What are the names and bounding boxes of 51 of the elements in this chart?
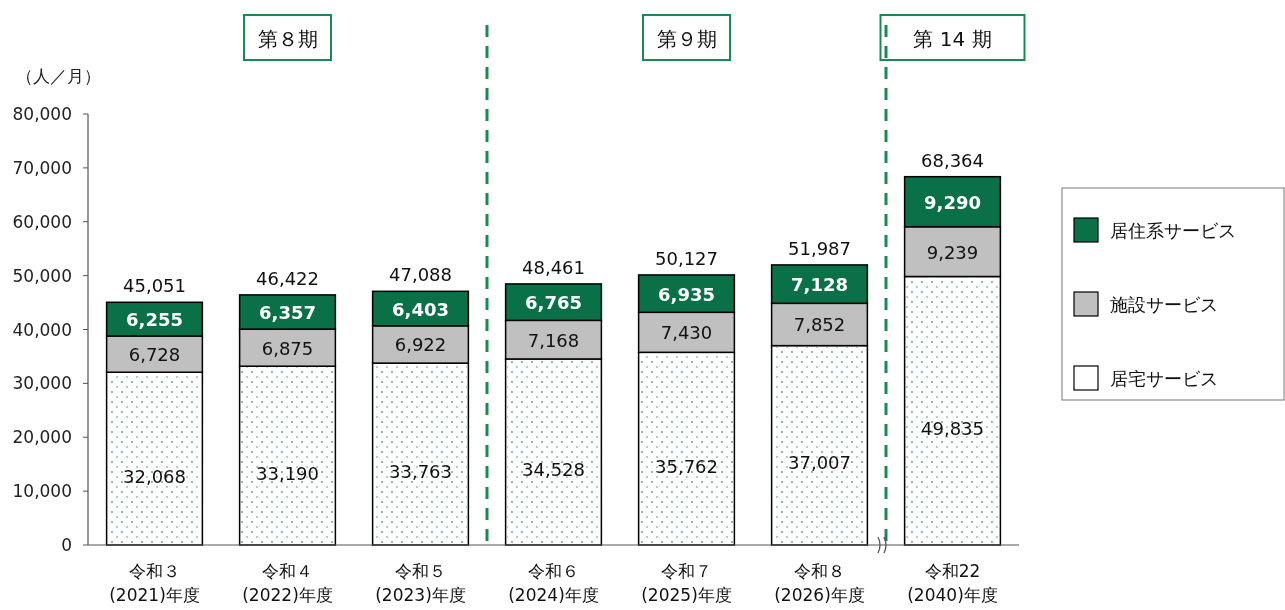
legend-label: 施設サービス (1110, 294, 1218, 315)
data-label: 7,128 (791, 274, 848, 296)
x-tick-label: 令和６ (2024)年度 (508, 561, 599, 605)
text: 第８期 (257, 27, 318, 51)
y-axis-title: （人／月） (15, 66, 101, 86)
data-label: 6,765 (525, 292, 582, 314)
data-label: 6,728 (128, 344, 181, 366)
legend-label: 居住系サービス (1110, 220, 1236, 241)
y-tick-label: 20,000 (12, 427, 72, 448)
text: 第９期 (656, 27, 717, 51)
x-tick-label: 令和22 (2040)年度 (907, 561, 998, 605)
total-label: 46,422 (256, 267, 319, 289)
x-tick-label: 令和４ (2022)年度 (242, 561, 333, 605)
data-label: 7,168 (527, 329, 580, 351)
x-tick-label: 令和８ (2026)年度 (774, 561, 865, 605)
data-label: 6,875 (261, 337, 314, 359)
total-label: 68,364 (921, 149, 984, 171)
data-label: 35,762 (655, 455, 718, 477)
data-label: 34,528 (522, 458, 585, 480)
total-label: 48,461 (522, 256, 585, 278)
data-label: 7,852 (793, 314, 846, 336)
x-tick-label: 令和７ (2025)年度 (641, 561, 732, 605)
total-label: 51,987 (788, 237, 851, 259)
y-tick-label: 40,000 (12, 319, 72, 340)
y-tick-label: 80,000 (12, 104, 72, 124)
y-tick-label: 10,000 (12, 481, 72, 502)
data-label: 7,430 (660, 322, 713, 344)
text: 第 14 期 (913, 27, 992, 51)
data-label: 33,763 (389, 461, 452, 483)
x-tick-label: 令和５ (2023)年度 (375, 561, 466, 605)
legend-label: 居宅サービス (1110, 368, 1218, 389)
data-label: 6,403 (392, 298, 449, 320)
data-label: 6,255 (126, 309, 183, 331)
data-label: 6,935 (658, 283, 715, 305)
data-label: 6,922 (394, 334, 447, 356)
total-label: 45,051 (123, 275, 186, 297)
x-tick-label: 令和３ (2021)年度 (109, 561, 200, 605)
data-label: 49,835 (921, 417, 984, 439)
total-label: 47,088 (389, 264, 452, 286)
data-label: 37,007 (788, 452, 851, 474)
y-tick-label: 60,000 (12, 211, 72, 232)
y-tick-label: 30,000 (12, 373, 72, 394)
data-label: 32,068 (123, 465, 186, 487)
data-label: 9,239 (926, 241, 979, 263)
data-label: 6,357 (259, 302, 316, 324)
data-label: 9,290 (924, 191, 981, 213)
y-tick-label: 70,000 (12, 157, 72, 178)
total-label: 50,127 (655, 247, 718, 269)
data-label: 33,190 (256, 462, 319, 484)
y-tick-label: 0 (61, 535, 72, 555)
y-tick-label: 50,000 (12, 265, 72, 286)
